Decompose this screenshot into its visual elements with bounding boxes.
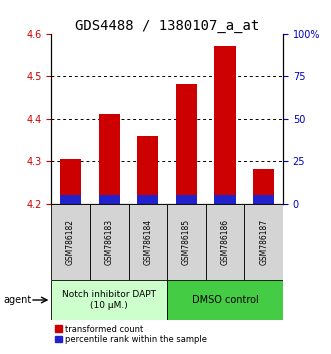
Bar — [244, 204, 283, 280]
Bar — [214, 46, 236, 204]
Text: agent: agent — [3, 295, 31, 305]
Bar — [99, 195, 120, 204]
Bar — [167, 280, 283, 320]
Bar — [253, 195, 274, 204]
Bar — [214, 195, 236, 204]
Bar — [90, 204, 128, 280]
Bar — [253, 169, 274, 204]
Bar — [206, 204, 244, 280]
Text: GSM786186: GSM786186 — [220, 218, 230, 265]
Title: GDS4488 / 1380107_a_at: GDS4488 / 1380107_a_at — [75, 19, 259, 33]
Text: GSM786185: GSM786185 — [182, 218, 191, 265]
Text: GSM786183: GSM786183 — [105, 218, 114, 265]
Bar — [167, 204, 206, 280]
Bar — [137, 136, 159, 204]
Text: GSM786184: GSM786184 — [143, 218, 152, 265]
Text: GSM786182: GSM786182 — [66, 219, 75, 264]
Text: DMSO control: DMSO control — [192, 295, 259, 305]
Bar — [176, 84, 197, 204]
Legend: transformed count, percentile rank within the sample: transformed count, percentile rank withi… — [56, 325, 208, 344]
Text: Notch inhibitor DAPT
(10 μM.): Notch inhibitor DAPT (10 μM.) — [62, 290, 156, 310]
Bar — [128, 204, 167, 280]
Text: GSM786187: GSM786187 — [259, 218, 268, 265]
Bar — [137, 195, 159, 204]
Bar — [60, 159, 81, 204]
Bar — [51, 280, 167, 320]
Bar — [60, 195, 81, 204]
Bar — [176, 195, 197, 204]
Bar — [99, 114, 120, 204]
Bar — [51, 204, 90, 280]
